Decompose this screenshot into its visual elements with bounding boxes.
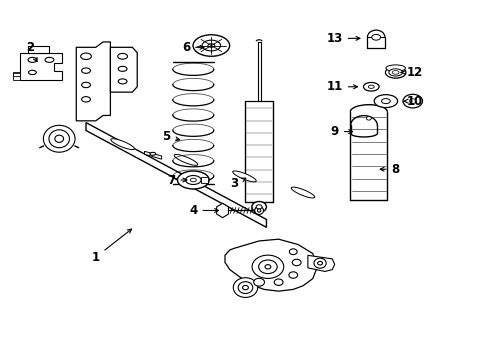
Ellipse shape: [202, 40, 220, 51]
Ellipse shape: [150, 152, 156, 155]
Ellipse shape: [402, 94, 422, 108]
Text: 5: 5: [162, 130, 179, 144]
Ellipse shape: [242, 285, 248, 290]
Ellipse shape: [257, 209, 260, 212]
Ellipse shape: [292, 259, 301, 266]
Polygon shape: [76, 42, 110, 121]
Ellipse shape: [408, 99, 415, 103]
Ellipse shape: [253, 278, 264, 286]
Ellipse shape: [238, 282, 252, 293]
Ellipse shape: [45, 57, 54, 62]
Text: 8: 8: [379, 163, 399, 176]
Polygon shape: [216, 203, 228, 218]
Ellipse shape: [291, 187, 314, 198]
Ellipse shape: [207, 44, 214, 47]
Polygon shape: [224, 239, 317, 291]
Text: 2: 2: [26, 41, 37, 62]
Polygon shape: [200, 177, 207, 183]
Ellipse shape: [81, 68, 90, 73]
Polygon shape: [27, 46, 49, 53]
Polygon shape: [86, 123, 266, 227]
Ellipse shape: [233, 278, 257, 297]
Polygon shape: [13, 73, 20, 78]
Ellipse shape: [251, 202, 266, 212]
Ellipse shape: [28, 57, 37, 62]
Text: 4: 4: [189, 204, 218, 217]
Ellipse shape: [274, 279, 283, 285]
Ellipse shape: [256, 205, 262, 209]
Text: 7: 7: [167, 174, 186, 186]
Ellipse shape: [289, 249, 297, 255]
Polygon shape: [13, 76, 20, 80]
Ellipse shape: [367, 85, 373, 88]
Ellipse shape: [81, 82, 90, 87]
Ellipse shape: [288, 272, 297, 278]
Text: 10: 10: [403, 95, 423, 108]
Polygon shape: [110, 47, 137, 92]
Polygon shape: [307, 255, 334, 271]
Ellipse shape: [118, 53, 127, 59]
Ellipse shape: [366, 117, 370, 120]
Ellipse shape: [391, 71, 398, 74]
Ellipse shape: [385, 67, 405, 78]
Text: 3: 3: [230, 177, 245, 190]
Ellipse shape: [371, 35, 380, 40]
Text: 6: 6: [182, 41, 203, 54]
Ellipse shape: [28, 70, 36, 75]
Text: 13: 13: [326, 32, 359, 45]
Text: 1: 1: [92, 229, 131, 264]
Text: 11: 11: [326, 80, 357, 93]
Ellipse shape: [177, 171, 209, 189]
Ellipse shape: [232, 171, 256, 182]
Polygon shape: [20, 53, 61, 80]
Polygon shape: [13, 72, 20, 76]
Ellipse shape: [190, 178, 196, 182]
Ellipse shape: [185, 176, 201, 184]
Ellipse shape: [317, 261, 322, 265]
Text: 9: 9: [330, 125, 352, 138]
Ellipse shape: [254, 207, 263, 215]
Text: 12: 12: [401, 66, 423, 79]
Ellipse shape: [193, 35, 229, 56]
Ellipse shape: [381, 99, 389, 104]
Ellipse shape: [118, 66, 127, 71]
Ellipse shape: [81, 96, 90, 102]
Ellipse shape: [373, 95, 397, 108]
Polygon shape: [144, 151, 161, 159]
Ellipse shape: [264, 265, 270, 269]
Ellipse shape: [55, 135, 63, 142]
Ellipse shape: [174, 154, 197, 165]
Ellipse shape: [49, 130, 69, 148]
Ellipse shape: [258, 260, 277, 274]
Ellipse shape: [118, 79, 127, 84]
Ellipse shape: [81, 53, 91, 59]
Ellipse shape: [388, 69, 402, 76]
Ellipse shape: [251, 255, 283, 278]
Ellipse shape: [385, 65, 405, 71]
Ellipse shape: [43, 125, 75, 152]
Ellipse shape: [111, 139, 134, 150]
Ellipse shape: [363, 82, 378, 91]
Ellipse shape: [313, 258, 325, 268]
